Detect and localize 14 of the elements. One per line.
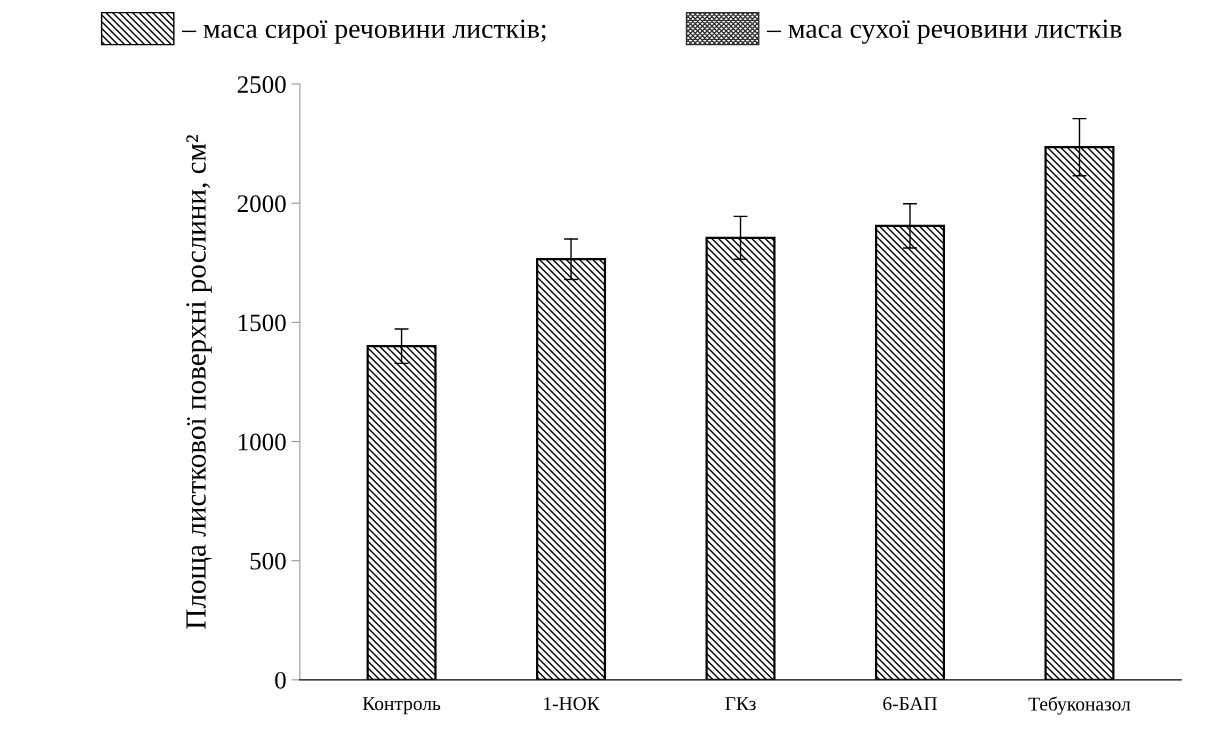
y-tick-label: 1500 [238,314,286,332]
x-tick-label: 6-БАП [883,697,938,711]
y-tick-label: 2000 [237,195,286,213]
y-axis-title: Площа листкової поверхні рослини, см² [186,134,212,629]
y-tick-label: 2500 [237,76,286,93]
legend-label: – маса сирої речовини листків; [181,19,546,44]
x-tick-label: ГКз [725,697,756,711]
legend-label: – маса сухої речовини листків [766,19,1122,44]
x-tick-label: Тебуконазол [1028,696,1131,715]
x-tick-label: 1-НОК [544,697,600,711]
y-tick-label: 0 [275,671,286,689]
y-tick-label: 1000 [238,433,286,451]
y-tick-label: 500 [250,552,286,570]
x-tick-label: Контроль [362,697,441,715]
